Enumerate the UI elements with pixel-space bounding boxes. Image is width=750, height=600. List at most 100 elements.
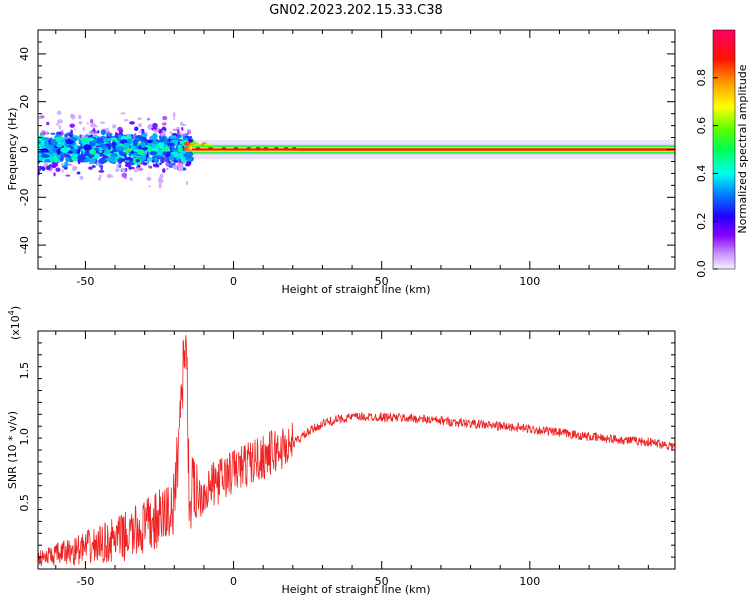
heat-cell — [107, 143, 112, 150]
heat-cell — [161, 122, 167, 126]
heat-cell — [98, 176, 101, 181]
heat-cell — [171, 148, 178, 152]
heat-cell — [135, 158, 141, 163]
heat-cell — [177, 134, 182, 139]
heat-cell — [139, 154, 147, 161]
heat-cell — [115, 168, 120, 172]
heat-cell — [106, 173, 113, 179]
snr-x-axis-title: Height of straight line (km) — [281, 583, 430, 596]
heat-cell — [79, 134, 82, 139]
snr-ticks: -50 0 50 100 0.5 1.0 1.5 — [18, 330, 675, 588]
heat-cell — [181, 126, 184, 131]
heat-cell — [158, 130, 163, 134]
heat-cell — [57, 119, 63, 124]
heat-cell — [52, 147, 58, 153]
heat-cell — [56, 143, 63, 148]
heat-cell — [172, 162, 176, 166]
heat-cell — [283, 146, 289, 151]
heat-cell — [69, 123, 75, 128]
heat-cell — [177, 129, 180, 135]
heat-cell — [77, 145, 83, 150]
heat-cell — [138, 123, 143, 128]
heat-cell — [55, 167, 61, 173]
heat-cell — [120, 167, 126, 172]
heat-cell — [89, 148, 96, 155]
heat-cell — [129, 121, 135, 125]
heat-cell — [177, 152, 184, 159]
heat-cell — [178, 165, 184, 171]
heat-cell — [132, 139, 138, 147]
heat-cell — [161, 168, 166, 173]
heat-cell — [123, 119, 129, 122]
y-tick-label: 1.5 — [18, 362, 31, 380]
heat-cell — [126, 138, 133, 144]
heat-cell — [148, 185, 151, 188]
heat-cell — [137, 117, 142, 121]
heat-cell — [118, 131, 123, 136]
heat-cell — [185, 180, 189, 185]
y-tick-label: 0.5 — [18, 494, 31, 512]
heat-cell — [153, 161, 157, 165]
heat-cell — [149, 147, 159, 152]
heat-cell — [169, 162, 173, 168]
heat-cell — [121, 172, 128, 178]
heat-cell — [77, 155, 86, 161]
heat-cell — [61, 169, 64, 174]
heat-cell — [41, 130, 46, 136]
heat-cell — [62, 165, 66, 169]
heat-cell — [73, 128, 76, 131]
heat-cell — [64, 161, 69, 168]
heat-cell — [108, 132, 113, 137]
heat-cell — [146, 117, 151, 121]
heat-cell — [70, 114, 76, 120]
heat-cell — [152, 122, 158, 129]
heat-cell — [177, 146, 183, 153]
heat-cell — [117, 126, 123, 132]
heat-cell — [72, 165, 78, 171]
spectrogram-heat — [38, 110, 675, 189]
heat-cell — [156, 164, 160, 168]
heat-cell — [185, 163, 191, 167]
heat-cell — [79, 175, 84, 180]
heat-cell — [175, 126, 181, 130]
x-tick-label: 50 — [375, 275, 389, 288]
heat-cell — [147, 165, 151, 168]
snr-scale-label: (x104) — [7, 306, 22, 340]
heat-cell — [172, 112, 176, 118]
heat-cell — [159, 162, 162, 165]
heat-cell — [160, 157, 165, 164]
spectrogram-ticks: -50 0 50 100 -40 -20 0 20 40 — [18, 29, 675, 288]
heat-cell — [255, 146, 261, 151]
colorbar-tick-label: 0.4 — [695, 165, 708, 183]
heat-cell — [156, 150, 163, 156]
heat-cell — [166, 167, 169, 171]
colorbar-tick-label: 0.6 — [695, 117, 708, 135]
heat-cell — [263, 146, 269, 151]
heat-cell — [111, 124, 117, 129]
heat-cell — [158, 177, 162, 183]
heat-cell — [52, 155, 58, 162]
heat-cell — [172, 128, 179, 132]
heat-cell — [137, 149, 145, 156]
x-tick-label: -50 — [76, 575, 94, 588]
heat-cell — [65, 134, 68, 139]
heat-cell — [53, 172, 56, 177]
colorbar-tick-label: 0.2 — [695, 212, 708, 230]
heat-cell — [58, 125, 62, 130]
heat-cell — [100, 164, 104, 171]
heat-cell — [179, 121, 184, 126]
heat-cell — [56, 148, 62, 155]
heat-cell — [134, 126, 139, 132]
heat-cell — [162, 151, 168, 156]
heat-cell — [111, 141, 117, 148]
heat-cell — [138, 130, 143, 133]
heat-cell — [105, 127, 110, 133]
heat-cell — [87, 137, 94, 142]
heat-cell — [107, 156, 116, 162]
heat-cell — [56, 110, 62, 116]
snr-panel: -50 0 50 100 0.5 1.0 1.5 Height of straight li… — [6, 306, 676, 596]
heat-cell — [137, 167, 144, 172]
heat-cell — [78, 121, 83, 125]
x-tick-label: 100 — [519, 275, 540, 288]
heat-cell — [233, 146, 239, 151]
